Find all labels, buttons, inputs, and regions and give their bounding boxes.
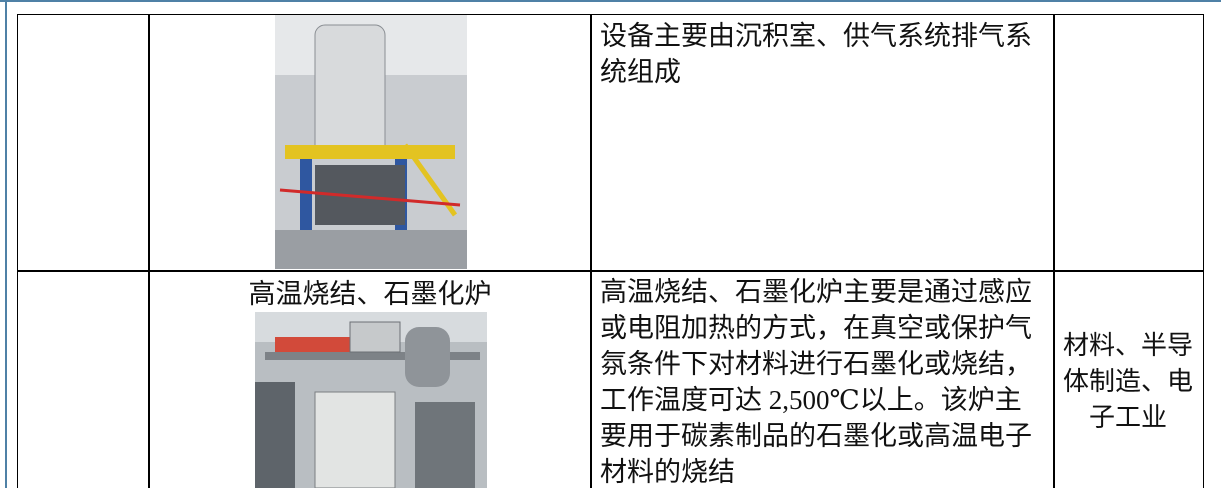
table-cell bbox=[17, 270, 150, 488]
equipment-name: 高温烧结、石墨化炉 bbox=[248, 279, 492, 309]
description-text: 设备主要由沉积室、供气系统排气系统组成 bbox=[600, 21, 1032, 87]
table-cell bbox=[590, 270, 1055, 488]
description-text: 高温烧结、石墨化炉主要是通过感应或电阻加热的方式，在真空或保护气氛条件下对材料进… bbox=[600, 277, 1032, 487]
frame-border bbox=[0, 0, 1221, 2]
table-cell bbox=[1053, 270, 1204, 488]
equipment-photo bbox=[255, 312, 487, 488]
equipment-photo bbox=[275, 15, 467, 269]
table-cell bbox=[1053, 14, 1204, 272]
table-cell bbox=[17, 14, 150, 272]
table-cell bbox=[590, 14, 1055, 272]
table-cell bbox=[148, 270, 592, 488]
table-cell bbox=[148, 14, 592, 272]
frame-border bbox=[5, 0, 7, 488]
application-text: 材料、半导体制造、电子工业 bbox=[1062, 331, 1193, 432]
